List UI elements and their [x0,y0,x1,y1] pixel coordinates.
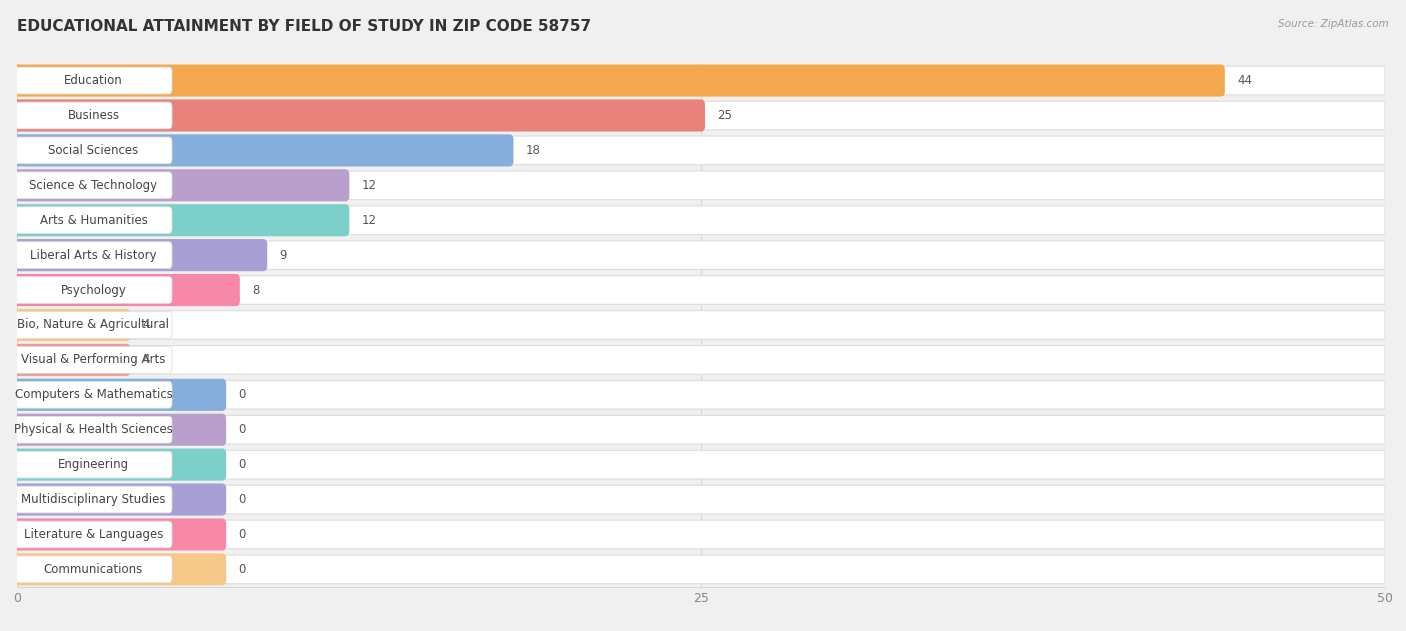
FancyBboxPatch shape [13,553,226,586]
Text: Psychology: Psychology [60,283,127,297]
FancyBboxPatch shape [17,171,1385,199]
FancyBboxPatch shape [17,380,1385,409]
Text: 0: 0 [239,388,246,401]
Text: Bio, Nature & Agricultural: Bio, Nature & Agricultural [17,319,170,331]
FancyBboxPatch shape [13,64,1225,97]
FancyBboxPatch shape [15,276,172,304]
Text: 4: 4 [143,353,150,367]
Text: Source: ZipAtlas.com: Source: ZipAtlas.com [1278,19,1389,29]
Text: 0: 0 [239,458,246,471]
FancyBboxPatch shape [17,241,1385,269]
FancyBboxPatch shape [13,134,513,167]
FancyBboxPatch shape [13,449,226,481]
FancyBboxPatch shape [15,556,172,583]
FancyBboxPatch shape [17,276,1385,304]
FancyBboxPatch shape [15,486,172,513]
FancyBboxPatch shape [17,555,1385,584]
Text: Engineering: Engineering [58,458,129,471]
FancyBboxPatch shape [17,66,1385,95]
FancyBboxPatch shape [17,101,1385,130]
Text: EDUCATIONAL ATTAINMENT BY FIELD OF STUDY IN ZIP CODE 58757: EDUCATIONAL ATTAINMENT BY FIELD OF STUDY… [17,19,591,34]
FancyBboxPatch shape [17,485,1385,514]
FancyBboxPatch shape [15,242,172,269]
FancyBboxPatch shape [13,379,226,411]
Text: Physical & Health Sciences: Physical & Health Sciences [14,423,173,436]
Text: Multidisciplinary Studies: Multidisciplinary Studies [21,493,166,506]
Text: Social Sciences: Social Sciences [48,144,139,157]
Text: Literature & Languages: Literature & Languages [24,528,163,541]
FancyBboxPatch shape [15,346,172,374]
Text: Computers & Mathematics: Computers & Mathematics [14,388,173,401]
Text: 8: 8 [252,283,260,297]
Text: 0: 0 [239,528,246,541]
FancyBboxPatch shape [15,451,172,478]
FancyBboxPatch shape [13,204,349,236]
FancyBboxPatch shape [17,415,1385,444]
Text: Education: Education [65,74,122,87]
FancyBboxPatch shape [17,520,1385,549]
Text: Visual & Performing Arts: Visual & Performing Arts [21,353,166,367]
FancyBboxPatch shape [13,274,240,306]
Text: 4: 4 [143,319,150,331]
Text: 0: 0 [239,423,246,436]
FancyBboxPatch shape [15,521,172,548]
FancyBboxPatch shape [13,519,226,550]
FancyBboxPatch shape [15,312,172,338]
Text: Science & Technology: Science & Technology [30,179,157,192]
Text: 12: 12 [361,214,377,227]
Text: Arts & Humanities: Arts & Humanities [39,214,148,227]
FancyBboxPatch shape [13,169,349,201]
Text: 9: 9 [280,249,287,262]
Text: 12: 12 [361,179,377,192]
FancyBboxPatch shape [17,206,1385,235]
Text: 18: 18 [526,144,541,157]
Text: Communications: Communications [44,563,143,576]
FancyBboxPatch shape [13,100,704,131]
FancyBboxPatch shape [15,67,172,94]
Text: Business: Business [67,109,120,122]
FancyBboxPatch shape [17,451,1385,479]
FancyBboxPatch shape [15,172,172,199]
FancyBboxPatch shape [17,346,1385,374]
Text: 25: 25 [717,109,733,122]
Text: 44: 44 [1237,74,1253,87]
FancyBboxPatch shape [15,416,172,443]
Text: 0: 0 [239,493,246,506]
FancyBboxPatch shape [15,207,172,233]
FancyBboxPatch shape [13,483,226,516]
FancyBboxPatch shape [17,136,1385,165]
FancyBboxPatch shape [13,309,131,341]
FancyBboxPatch shape [13,414,226,445]
FancyBboxPatch shape [13,344,131,376]
FancyBboxPatch shape [15,102,172,129]
Text: Liberal Arts & History: Liberal Arts & History [30,249,157,262]
FancyBboxPatch shape [13,239,267,271]
FancyBboxPatch shape [15,381,172,408]
Text: 0: 0 [239,563,246,576]
FancyBboxPatch shape [15,137,172,164]
FancyBboxPatch shape [17,310,1385,339]
